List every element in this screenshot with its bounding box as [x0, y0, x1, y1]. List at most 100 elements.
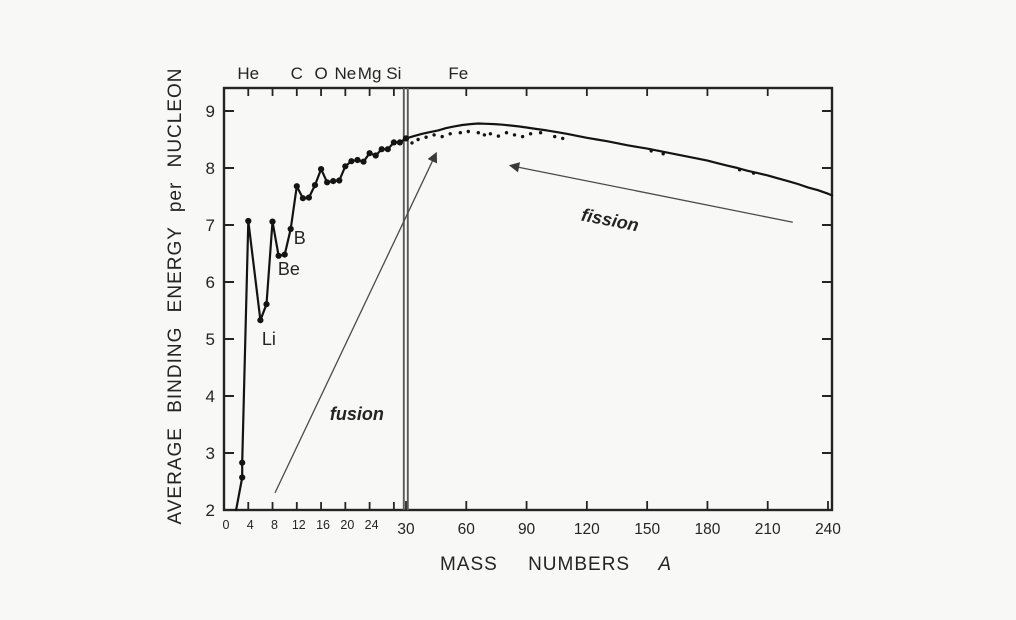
- element-label-C: C: [291, 64, 303, 83]
- data-point: [245, 217, 252, 225]
- scatter-point: [553, 134, 557, 139]
- curve-heavy-nuclei: [404, 122, 834, 197]
- scatter-point: [482, 133, 487, 137]
- x-tick-label-small: 16: [316, 518, 330, 532]
- data-point: [348, 158, 355, 165]
- fusion-arrow: [274, 151, 438, 494]
- scatter-point: [751, 171, 756, 175]
- x-tick-label-small: 24: [365, 518, 379, 532]
- data-point: [239, 459, 246, 466]
- data-point: [324, 179, 331, 186]
- y-tick-label: 4: [206, 387, 215, 406]
- scatter-point: [424, 135, 428, 139]
- data-point: [384, 146, 391, 153]
- scatter-point: [512, 133, 517, 137]
- annotation-fusion: fusion: [330, 404, 384, 424]
- data-point: [305, 194, 312, 201]
- data-point: [396, 139, 403, 146]
- scatter-point: [466, 129, 470, 134]
- element-label-Fe: Fe: [448, 64, 468, 83]
- data-point: [263, 301, 270, 308]
- top-axis: He C O Ne Mg Si Fe: [237, 64, 769, 96]
- x-tick-label-large: 60: [458, 521, 476, 538]
- annotation-fission: fission: [580, 205, 641, 236]
- scatter-point: [496, 134, 501, 138]
- data-point: [372, 152, 379, 159]
- element-label-Si: Si: [386, 64, 401, 83]
- data-point: [378, 146, 385, 153]
- scatter-point: [649, 149, 653, 153]
- data-point: [342, 163, 349, 170]
- data-point: [299, 195, 306, 202]
- scatter-point: [416, 137, 420, 142]
- y-tick-label: 3: [206, 444, 215, 463]
- scatter-point: [488, 132, 493, 136]
- scatter-point: [661, 152, 665, 156]
- element-label-Ne: Ne: [334, 64, 356, 83]
- scatter-point: [538, 131, 543, 135]
- scatter-point: [476, 131, 480, 135]
- x-tick-label-small: 8: [271, 518, 278, 532]
- element-label-He: He: [237, 64, 259, 83]
- x-tick-label-large: 210: [755, 521, 781, 538]
- scatter-point: [520, 134, 525, 139]
- scatter-point: [561, 136, 565, 141]
- data-point: [239, 474, 246, 481]
- x-axis: 0 4 8 12 16 20 24 30 60 90 120 150 180 210 240: [223, 501, 841, 538]
- y-axis: 2 3 4 5 6 7 8 9: [206, 102, 832, 520]
- curve-light-nuclei: [235, 137, 408, 512]
- element-label-O: O: [314, 64, 327, 83]
- x-tick-label-large: 180: [694, 521, 720, 538]
- scatter-points: [410, 129, 756, 175]
- annotation-B: B: [294, 228, 306, 248]
- x-axis-title-word3: A: [657, 554, 672, 575]
- x-axis-title-word1: MASS: [440, 554, 498, 575]
- scatter-point: [440, 134, 444, 139]
- fission-arrow: [508, 162, 793, 223]
- x-tick-label-small: 4: [247, 518, 254, 532]
- data-point: [354, 156, 361, 164]
- plot-frame: [222, 86, 834, 512]
- data-point: [336, 177, 343, 184]
- scatter-point: [432, 133, 436, 137]
- y-tick-label: 9: [206, 102, 215, 121]
- scatter-point: [737, 168, 742, 172]
- scatter-point: [528, 132, 533, 136]
- x-axis-title: MASS NUMBERS A: [440, 554, 672, 575]
- data-point: [269, 218, 276, 225]
- scatter-point: [448, 132, 452, 136]
- y-tick-label: 7: [206, 216, 215, 235]
- y-axis-title: AVERAGE BINDING ENERGY per NUCLEON: [165, 67, 186, 524]
- scale-break-line: [402, 88, 409, 510]
- y-tick-label: 5: [206, 330, 215, 349]
- x-tick-label-large: 30: [397, 521, 415, 538]
- data-point: [390, 139, 397, 146]
- x-axis-title-word2: NUMBERS: [528, 554, 630, 575]
- data-point: [318, 166, 325, 173]
- data-point: [281, 251, 288, 258]
- annotation-Be: Be: [278, 259, 300, 279]
- x-tick-label-large: 240: [815, 521, 841, 538]
- x-tick-label-small: 20: [340, 518, 354, 532]
- scatter-point: [458, 131, 462, 135]
- data-point: [311, 182, 319, 189]
- x-tick-label-small: 0: [223, 518, 230, 532]
- scatter-point: [410, 141, 414, 145]
- x-tick-label-large: 150: [634, 521, 660, 538]
- data-point: [366, 150, 373, 157]
- scatter-point: [504, 131, 509, 135]
- x-tick-label-large: 120: [574, 521, 600, 538]
- y-tick-label: 8: [206, 159, 215, 178]
- element-label-Mg: Mg: [358, 64, 382, 83]
- y-tick-label: 2: [206, 501, 215, 520]
- data-point: [257, 317, 264, 324]
- data-point: [287, 225, 294, 233]
- data-point: [293, 183, 300, 190]
- data-point: [275, 252, 282, 259]
- x-tick-label-large: 90: [518, 521, 536, 538]
- x-tick-label-small: 12: [292, 518, 306, 532]
- data-point: [330, 178, 337, 185]
